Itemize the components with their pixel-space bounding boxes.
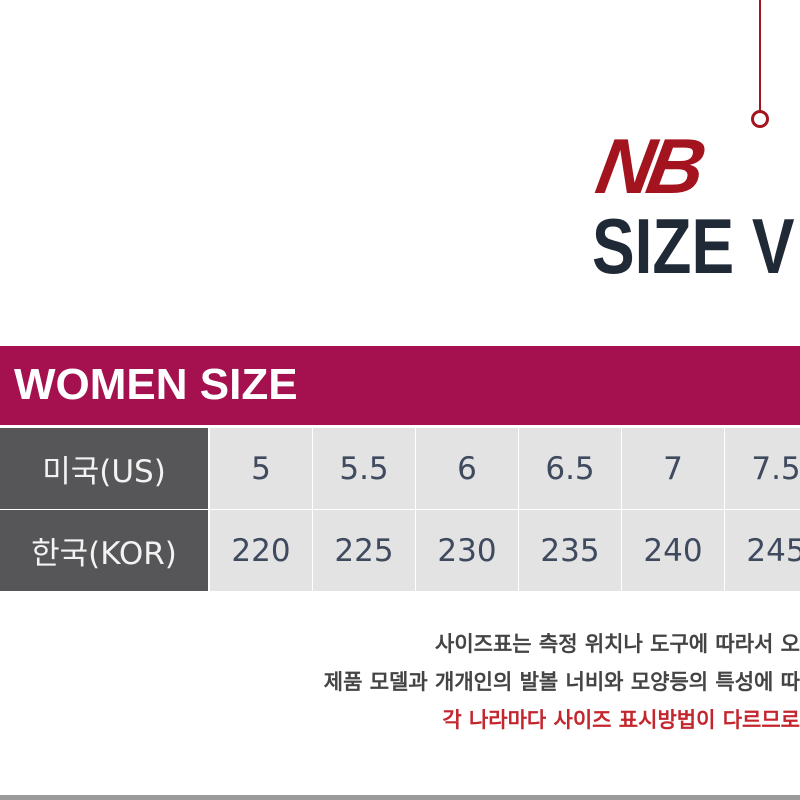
note-line-2: 제품 모델과 개개인의 발볼 너비와 모양등의 특성에 따 bbox=[323, 670, 800, 694]
section-title: WOMEN SIZE bbox=[14, 360, 298, 409]
size-title: SIZE V bbox=[592, 202, 795, 290]
size-cell: 235 bbox=[519, 510, 621, 591]
size-cell: 240 bbox=[622, 510, 724, 591]
hanger-ring-icon bbox=[751, 110, 769, 128]
nb-logo: NB bbox=[590, 122, 707, 210]
size-cell: 230 bbox=[416, 510, 518, 591]
size-cell: 6.5 bbox=[519, 428, 621, 509]
size-cell: 7.5 bbox=[725, 428, 800, 509]
size-cell: 7 bbox=[622, 428, 724, 509]
section-banner: WOMEN SIZE bbox=[0, 346, 800, 425]
size-cell: 245 bbox=[725, 510, 800, 591]
divider bbox=[0, 795, 800, 800]
note-line-3: 각 나라마다 사이즈 표시방법이 다르므로 bbox=[442, 708, 800, 732]
table-row: 미국(US) 5 5.5 6 6.5 7 7.5 bbox=[0, 428, 800, 509]
row-label: 미국(US) bbox=[0, 428, 208, 509]
table-row: 한국(KOR) 220 225 230 235 240 245 bbox=[0, 510, 800, 591]
row-label: 한국(KOR) bbox=[0, 510, 208, 591]
size-cell: 5 bbox=[210, 428, 312, 509]
size-cell: 6 bbox=[416, 428, 518, 509]
hanger-line bbox=[759, 0, 761, 112]
size-cell: 220 bbox=[210, 510, 312, 591]
note-line-1: 사이즈표는 측정 위치나 도구에 따라서 오 bbox=[435, 632, 800, 656]
size-cell: 5.5 bbox=[313, 428, 415, 509]
size-cell: 225 bbox=[313, 510, 415, 591]
